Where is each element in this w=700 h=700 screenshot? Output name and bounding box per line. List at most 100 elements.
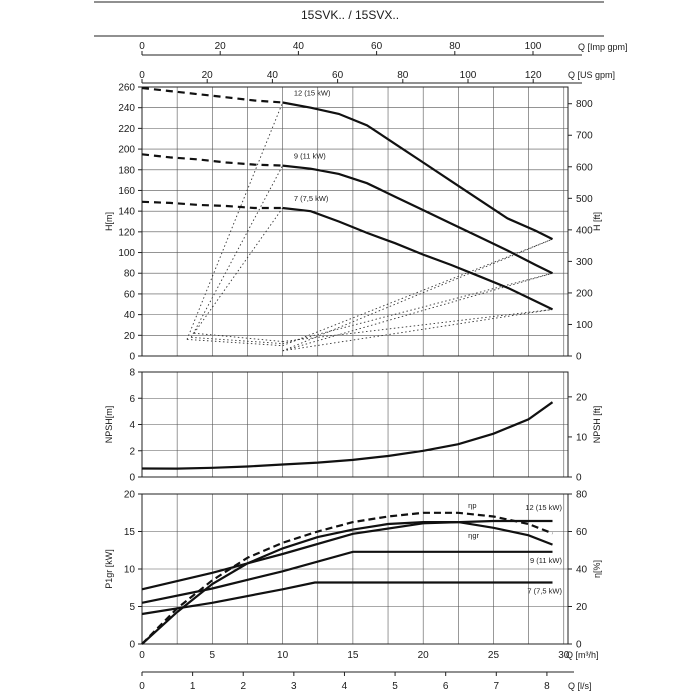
ls-tick-label: 2 [240,681,246,692]
m3h-tick-label: 10 [277,650,289,661]
plot-frame [141,493,569,645]
right-axis-tick-label: 100 [576,320,593,331]
right-axis-tick-label: 0 [576,640,582,651]
operating-limit-line [282,238,553,347]
right-axis-tick-label: 300 [576,257,593,268]
series-label: 9 (11 kW) [530,556,562,565]
eta-p-curve [141,511,553,645]
right-axis-tick-label: 500 [576,194,593,205]
imp-gpm-tick-label: 80 [449,41,461,52]
ls-tick-label: 8 [544,681,550,692]
m3h-tick-label: 5 [210,650,216,661]
left-axis-tick-label: 260 [118,83,135,94]
left-axis-tick-label: 15 [124,527,136,538]
plot-frame [141,86,569,357]
head-curve [282,101,553,241]
m3h-tick-label: 20 [418,650,430,661]
operating-limit-line [193,207,283,334]
left-axis-tick-label: 10 [124,565,136,576]
imp-gpm-tick-label: 60 [371,41,383,52]
left-axis-tick-label: 0 [129,352,135,363]
chart-layer: 0 20 40 60 80 100 Q [Imp gpm]0 20 40 60 80 100 120 Q … [104,41,628,692]
ls-tick-label: 7 [494,681,500,692]
right-axis-tick-label: 20 [576,602,588,613]
left-axis-tick-label: 160 [118,186,135,197]
right-axis-tick-label: 40 [576,565,588,576]
us-gpm-tick-label: 80 [397,70,409,81]
us-gpm-tick-label: 40 [267,70,279,81]
ls-tick-label: 6 [443,681,449,692]
operating-limit-line [193,332,283,342]
right-axis-tick-label: 10 [576,432,588,443]
power-curve [141,550,553,604]
right-axis-tick-label: 200 [576,288,593,299]
left-axis-tick-label: 8 [129,368,135,379]
imp-gpm-tick-label: 0 [139,41,145,52]
ls-tick-label: 0 [139,681,145,692]
ls-tick-label: 3 [291,681,297,692]
left-axis-tick-label: 20 [124,331,136,342]
left-axis-tick-label: 2 [129,446,135,457]
left-axis-tick-label: 0 [129,473,135,484]
us-gpm-tick-label: 100 [460,70,477,81]
imp-gpm-tick-label: 100 [525,41,542,52]
left-axis-title: H[m] [104,212,114,231]
right-axis-title: NPSH [ft] [592,406,602,444]
left-axis-title: NPSH[m] [104,406,114,444]
operating-limit-line [191,336,283,345]
right-axis-tick-label: 60 [576,527,588,538]
m3h-tick-label: 0 [139,650,145,661]
operating-limit-line [282,272,553,345]
right-axis-tick-label: 400 [576,225,593,236]
power-curve [141,519,553,591]
ls-tick-label: 1 [190,681,196,692]
eta-gr-label: ηgr [468,531,479,540]
right-axis-title: H [ft] [592,212,602,231]
series-label: 9 (11 kW) [294,152,326,161]
power-curve [141,581,553,616]
right-axis-tick-label: 700 [576,131,593,142]
us-gpm-tick-label: 20 [202,70,214,81]
left-axis-tick-label: 200 [118,145,135,156]
series-label: 12 (15 kW) [294,89,331,98]
ls-axis-label: Q [l/s] [568,681,592,691]
head-curve [282,206,553,311]
us-gpm-tick-label: 60 [332,70,344,81]
operating-limit-line [190,165,283,338]
left-axis-tick-label: 0 [129,640,135,651]
left-axis-tick-label: 6 [129,394,135,405]
left-axis-tick-label: 120 [118,227,135,238]
left-axis-tick-label: 140 [118,207,135,218]
us-gpm-tick-label: 0 [139,70,145,81]
right-axis-tick-label: 800 [576,99,593,110]
left-axis-title: P1gr [kW] [104,549,114,589]
series-label: 7 (7,5 kW) [527,587,562,596]
m3h-tick-label: 15 [347,650,359,661]
eta-p-label: ηp [468,501,476,510]
left-axis-tick-label: 5 [129,602,135,613]
right-axis-tick-label: 0 [576,352,582,363]
right-axis-title: η[%] [592,560,602,578]
imp-gpm-tick-label: 40 [293,41,305,52]
operating-limit-line [186,102,284,340]
series-label: 7 (7,5 kW) [294,194,329,203]
left-axis-tick-label: 180 [118,165,135,176]
left-axis-tick-label: 4 [129,420,135,431]
left-axis-tick-label: 40 [124,310,136,321]
left-axis-tick-label: 240 [118,103,135,114]
right-axis-tick-label: 0 [576,473,582,484]
m3h-tick-label: 30 [558,650,570,661]
chart-title: 15SVK.. / 15SVX.. [301,8,399,22]
operating-limit-line [282,238,553,352]
head-curve [282,164,553,275]
left-axis-tick-label: 20 [124,490,136,501]
plot-frame [141,371,569,478]
right-axis-tick-label: 600 [576,162,593,173]
m3h-tick-label: 25 [488,650,500,661]
right-axis-tick-label: 80 [576,490,588,501]
left-axis-tick-label: 100 [118,248,135,259]
left-axis-tick-label: 220 [118,124,135,135]
left-axis-tick-label: 80 [124,269,136,280]
m3h-axis-label: Q [m³/h] [566,650,599,660]
